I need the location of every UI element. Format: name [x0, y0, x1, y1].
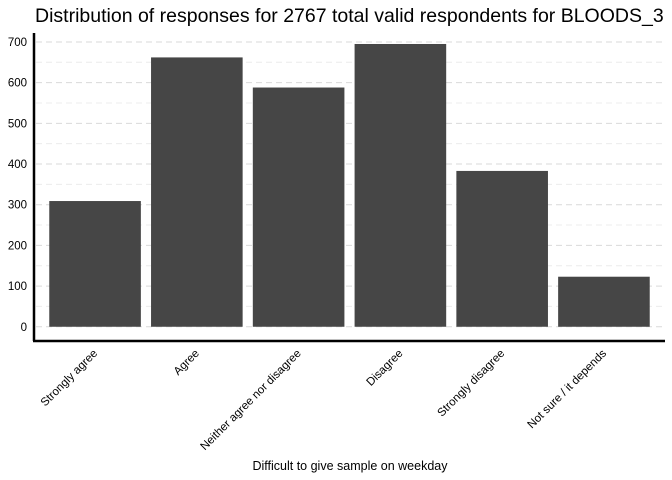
y-tick-label: 500 [8, 118, 27, 130]
x-tick-label: Disagree [364, 348, 405, 389]
x-axis-title: Difficult to give sample on weekday [252, 459, 448, 473]
bars [49, 43, 650, 327]
y-tick-label: 700 [8, 37, 27, 49]
y-tick-label: 300 [8, 200, 27, 212]
x-tick-label: Strongly disagree [436, 348, 508, 420]
bar-agree [151, 57, 243, 327]
y-tick-label: 0 [21, 322, 27, 334]
bar-disagree [354, 43, 447, 327]
chart-title: Distribution of responses for 2767 total… [35, 5, 664, 27]
bar-neither-agree-nor-disagree [252, 87, 345, 327]
y-tick-label: 400 [8, 159, 27, 171]
y-tick-label: 100 [8, 281, 27, 293]
bar-strongly-agree [49, 201, 141, 327]
y-tick-label: 200 [8, 240, 27, 252]
bar-not-sure-it-depends [558, 276, 650, 327]
x-tick-label: Strongly agree [39, 348, 100, 409]
x-tick-label: Agree [172, 348, 202, 378]
x-tick-label: Neither agree nor disagree [199, 348, 304, 453]
bar-strongly-disagree [456, 170, 548, 327]
y-axis-ticks: 0 100 200 300 400 500 600 700 [8, 37, 27, 334]
x-tick-label: Not sure / it depends [526, 347, 610, 431]
y-tick-label: 600 [8, 78, 27, 90]
